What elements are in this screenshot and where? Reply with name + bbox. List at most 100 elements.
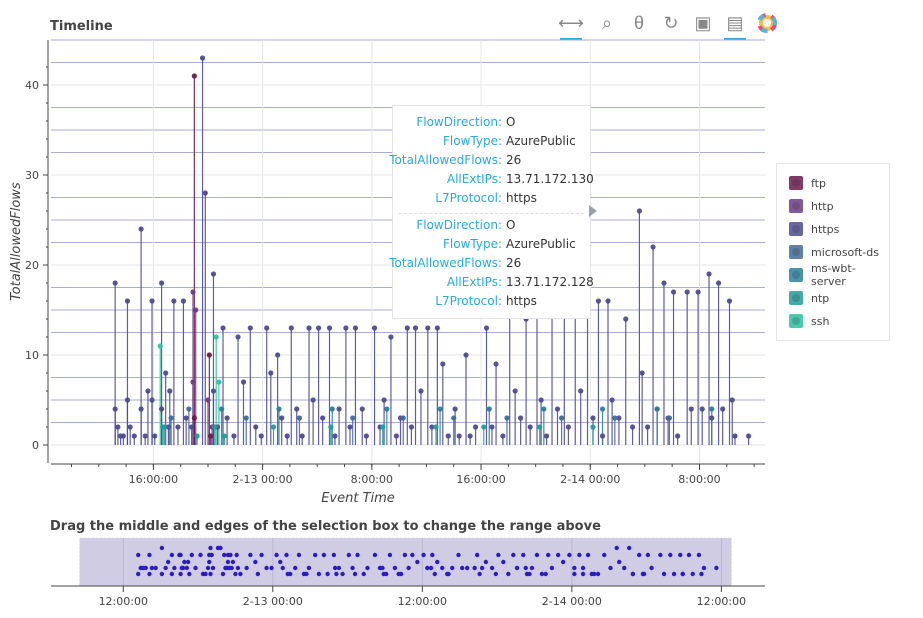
data-point-https[interactable] — [434, 325, 440, 331]
data-point-https[interactable] — [527, 424, 533, 430]
data-point-https[interactable] — [120, 433, 126, 439]
data-point-ssh[interactable] — [157, 343, 163, 349]
data-point-https[interactable] — [142, 433, 148, 439]
data-point-https[interactable] — [167, 388, 173, 394]
data-point-https[interactable] — [599, 433, 606, 439]
data-point-https[interactable] — [320, 415, 326, 421]
data-point-https[interactable] — [175, 424, 181, 430]
data-point-https[interactable] — [124, 397, 131, 403]
data-point-https[interactable] — [371, 325, 378, 331]
data-point-https[interactable] — [554, 406, 561, 412]
data-point-ntp[interactable] — [221, 433, 227, 439]
data-point-https[interactable] — [729, 397, 735, 403]
data-point-https[interactable] — [284, 433, 290, 439]
data-point-https[interactable] — [709, 415, 715, 421]
data-point-https[interactable] — [456, 433, 462, 439]
data-point-https[interactable] — [688, 406, 694, 412]
data-point-ms-wbt-server[interactable] — [219, 406, 225, 412]
legend-item-ms-wbt-server[interactable]: ms-wbt-server — [789, 262, 889, 288]
data-point-https[interactable] — [288, 325, 294, 331]
data-point-https[interactable] — [131, 433, 137, 439]
data-point-microsoft-ds[interactable] — [350, 415, 356, 421]
data-point-ftp[interactable] — [208, 433, 214, 439]
data-point-https[interactable] — [127, 424, 133, 430]
data-point-https[interactable] — [684, 289, 690, 295]
data-point-ms-wbt-server[interactable] — [437, 406, 443, 412]
data-point-https[interactable] — [706, 271, 712, 277]
data-point-https[interactable] — [352, 325, 359, 331]
bokeh-logo-icon[interactable] — [754, 10, 780, 36]
data-point-microsoft-ds[interactable] — [400, 415, 406, 421]
legend-item-ntp[interactable]: ntp — [789, 288, 829, 308]
data-point-https[interactable] — [463, 352, 469, 358]
data-point-https[interactable] — [199, 55, 206, 61]
data-point-ftp[interactable] — [206, 352, 212, 358]
data-point-ms-wbt-server[interactable] — [276, 406, 282, 412]
data-point-https[interactable] — [425, 325, 431, 331]
data-point-https[interactable] — [661, 280, 667, 286]
data-point-https[interactable] — [163, 370, 169, 376]
legend-item-microsoft-ds[interactable]: microsoft-ds — [789, 242, 879, 262]
data-point-https[interactable] — [726, 298, 733, 304]
data-point-https[interactable] — [543, 433, 550, 439]
data-point-https[interactable] — [670, 289, 677, 295]
data-point-ms-wbt-server[interactable] — [599, 406, 606, 412]
data-point-https[interactable] — [112, 280, 118, 286]
data-point-https[interactable] — [202, 190, 208, 196]
data-point-microsoft-ds[interactable] — [186, 406, 192, 412]
data-point-https[interactable] — [332, 433, 338, 439]
data-point-https[interactable] — [326, 325, 333, 331]
data-point-ntp[interactable] — [537, 424, 543, 430]
data-point-https[interactable] — [452, 406, 458, 412]
data-point-https[interactable] — [393, 433, 399, 439]
data-point-ms-wbt-server[interactable] — [329, 406, 335, 412]
data-point-https[interactable] — [732, 433, 738, 439]
data-point-https[interactable] — [299, 433, 305, 439]
data-point-https[interactable] — [124, 298, 131, 304]
data-point-microsoft-ds[interactable] — [296, 415, 303, 421]
data-point-ntp[interactable] — [590, 424, 596, 430]
data-point-http[interactable] — [190, 379, 196, 385]
data-point-https[interactable] — [699, 406, 705, 412]
data-point-microsoft-ds[interactable] — [451, 415, 457, 421]
data-point-https[interactable] — [115, 424, 121, 430]
data-point-https[interactable] — [220, 325, 226, 331]
data-point-https[interactable] — [695, 289, 701, 295]
data-point-https[interactable] — [616, 415, 622, 421]
data-point-https[interactable] — [235, 334, 241, 340]
data-point-https[interactable] — [644, 424, 651, 430]
data-point-https[interactable] — [275, 352, 281, 358]
data-point-https[interactable] — [636, 208, 643, 214]
data-point-https[interactable] — [650, 244, 656, 250]
data-point-https[interactable] — [158, 406, 165, 412]
data-point-https[interactable] — [279, 415, 285, 421]
data-point-https[interactable] — [578, 388, 584, 394]
data-point-ntp[interactable] — [161, 424, 167, 430]
data-point-https[interactable] — [440, 361, 446, 367]
data-point-ntp[interactable] — [270, 424, 277, 430]
data-point-http[interactable] — [205, 397, 211, 403]
data-point-https[interactable] — [224, 415, 230, 421]
data-point-https[interactable] — [500, 433, 506, 439]
data-point-https[interactable] — [247, 325, 253, 331]
data-point-https[interactable] — [138, 406, 144, 412]
data-point-ntp[interactable] — [380, 424, 386, 430]
data-point-https[interactable] — [152, 433, 158, 439]
wheel-zoom-tool-icon[interactable]: θ — [633, 12, 644, 33]
data-point-https[interactable] — [171, 298, 177, 304]
data-point-ntp[interactable] — [481, 424, 487, 430]
data-point-https[interactable] — [231, 433, 237, 439]
data-point-https[interactable] — [746, 433, 752, 439]
data-point-ms-wbt-server[interactable] — [384, 406, 390, 412]
data-point-ms-wbt-server[interactable] — [486, 406, 492, 412]
data-point-https[interactable] — [512, 388, 518, 394]
data-point-https[interactable] — [429, 424, 435, 430]
data-point-https[interactable] — [363, 433, 369, 439]
legend-item-ftp[interactable]: ftp — [789, 173, 826, 193]
data-point-https[interactable] — [310, 397, 316, 403]
data-point-https[interactable] — [343, 325, 349, 331]
data-point-https[interactable] — [675, 433, 681, 439]
data-point-https[interactable] — [359, 406, 365, 412]
data-point-https[interactable] — [294, 406, 300, 412]
hover-tool-icon[interactable]: ▤ — [722, 10, 748, 40]
